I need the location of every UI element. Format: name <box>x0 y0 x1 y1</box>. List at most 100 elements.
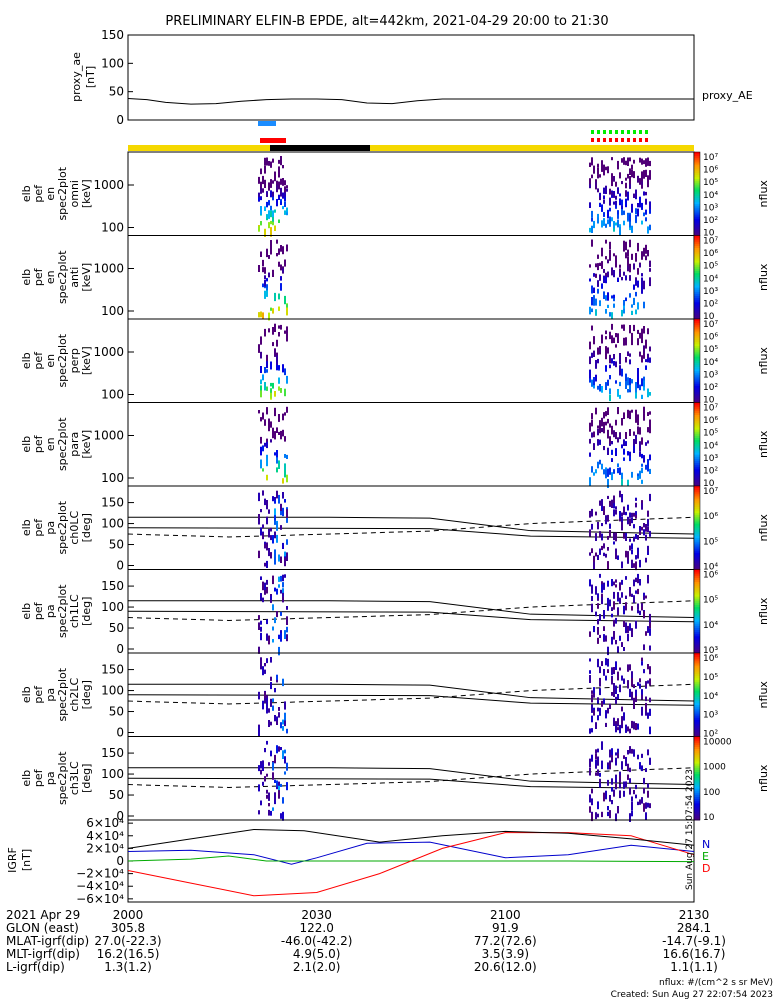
spectrogram-cell <box>625 781 627 788</box>
ephemeris-cell: 305.8 <box>111 921 145 935</box>
spectrogram-cell <box>631 720 633 729</box>
colorbar-tick-label: 10³ <box>703 203 718 213</box>
spectrogram-cell <box>270 382 272 387</box>
colorbar-step <box>694 406 700 410</box>
spectrogram-cell <box>284 463 286 471</box>
spectrogram-cell <box>617 694 619 700</box>
spectrogram-cell <box>635 291 637 297</box>
colorbar-tick-label: 10⁷ <box>703 320 718 330</box>
spectrogram-cell <box>597 627 599 635</box>
spectrogram-cell <box>266 789 268 794</box>
panel-ylabel-line: spec2plot <box>56 751 69 805</box>
spectrogram-cell <box>268 548 270 557</box>
spectrogram-cell <box>603 610 605 619</box>
spectrogram-cell <box>272 639 274 643</box>
spectrogram-cell <box>641 453 643 459</box>
colorbar-step <box>694 523 700 527</box>
igrf-ytick-label: −6×10⁴ <box>76 892 124 906</box>
spectrogram-cell <box>639 683 641 689</box>
spectrogram-cell <box>627 212 629 221</box>
spectrogram-cell <box>623 712 625 721</box>
spectrogram-cell <box>268 509 270 514</box>
spectrogram-cell <box>613 201 615 205</box>
colorbar-step <box>694 634 700 637</box>
spectrogram-cell <box>627 664 629 672</box>
colorbar-step <box>694 392 700 395</box>
spectrogram-cell <box>593 472 595 476</box>
spectrogram-cell <box>270 527 272 532</box>
spectrogram-cell <box>617 646 619 654</box>
spectrogram-cell <box>649 424 651 434</box>
spectrogram-cell <box>276 534 278 543</box>
spectrogram-cell <box>639 559 641 568</box>
spectrogram-cell <box>623 412 625 419</box>
spectrogram-cell <box>603 187 605 194</box>
spectrogram-cell <box>627 763 629 772</box>
spectrogram-cell <box>262 412 264 420</box>
colorbar-step <box>694 546 700 550</box>
spectrogram-cell <box>609 312 611 317</box>
panel-ytick-label: 0 <box>116 642 124 656</box>
colorbar-step <box>694 717 700 721</box>
spectrogram-cell <box>607 669 609 673</box>
spectrogram-cell <box>621 494 623 503</box>
colorbar-step <box>694 471 700 474</box>
colorbar-step <box>694 465 700 468</box>
colorbar-step <box>694 548 700 552</box>
spectrogram-cell <box>631 806 633 811</box>
spectrogram-cell <box>647 664 649 670</box>
colorbar-step <box>694 252 700 255</box>
spectrogram-cell <box>260 436 262 444</box>
spectrogram-cell <box>607 479 609 488</box>
spectrogram-cell <box>631 678 633 687</box>
spectrogram-cell <box>629 353 631 357</box>
spectrogram-cell <box>635 502 637 508</box>
colorbar-step <box>694 245 700 249</box>
colorbar-step <box>694 627 700 631</box>
spectrogram-cell <box>613 228 615 232</box>
spectrogram-cell <box>615 448 617 456</box>
spectrogram-cell <box>286 454 288 459</box>
spectrogram-cell <box>615 752 617 756</box>
spectrogram-cell <box>589 670 591 674</box>
colorbar-step <box>694 262 700 266</box>
units-note: nflux: #/(cm^2 s sr MeV) <box>659 978 773 988</box>
colorbar-step <box>694 312 700 316</box>
spectrogram-cell <box>599 348 601 353</box>
spectrogram-cell <box>595 753 597 760</box>
spectrogram-cell <box>276 184 278 193</box>
spectrogram-cell <box>637 550 639 559</box>
spectrogram-cell <box>597 658 599 668</box>
colorbar-tick-label: 10² <box>703 383 718 393</box>
colorbar-step <box>694 367 700 370</box>
spectrogram-cell <box>613 253 615 257</box>
colorbar-step <box>694 463 700 466</box>
spectrogram-cell <box>262 374 264 381</box>
spectrogram-cell <box>619 724 621 734</box>
spectrogram-cell <box>643 347 645 355</box>
colorbar-step <box>694 767 700 771</box>
spectrogram-cell <box>282 726 284 731</box>
spectrogram-cell <box>591 584 593 591</box>
spectrogram-cell <box>625 381 627 389</box>
colorbar-label: nflux <box>757 681 770 709</box>
spectrogram-cell <box>611 179 613 187</box>
spectrogram-cell <box>635 561 637 571</box>
spectrogram-cell <box>613 631 615 640</box>
colorbar-tick-label: 10² <box>703 299 718 309</box>
spectrogram-cell <box>631 801 633 809</box>
spectrogram-cell <box>278 584 280 588</box>
colorbar-step <box>694 753 700 756</box>
spectrogram-cell <box>619 359 621 365</box>
colorbar-step <box>694 183 700 186</box>
spectrogram-cell <box>617 671 619 681</box>
spectrogram-cell <box>264 776 266 782</box>
spectrogram-cell <box>276 199 278 207</box>
colorbar-step <box>694 657 700 660</box>
spectrogram-cell <box>272 626 274 631</box>
spectrogram-cell <box>625 432 627 439</box>
panel-ytick-label: 0 <box>116 726 124 740</box>
colorbar-step <box>694 517 700 520</box>
spectrogram-cell <box>276 180 278 188</box>
ephemeris-cell: 284.1 <box>677 921 711 935</box>
